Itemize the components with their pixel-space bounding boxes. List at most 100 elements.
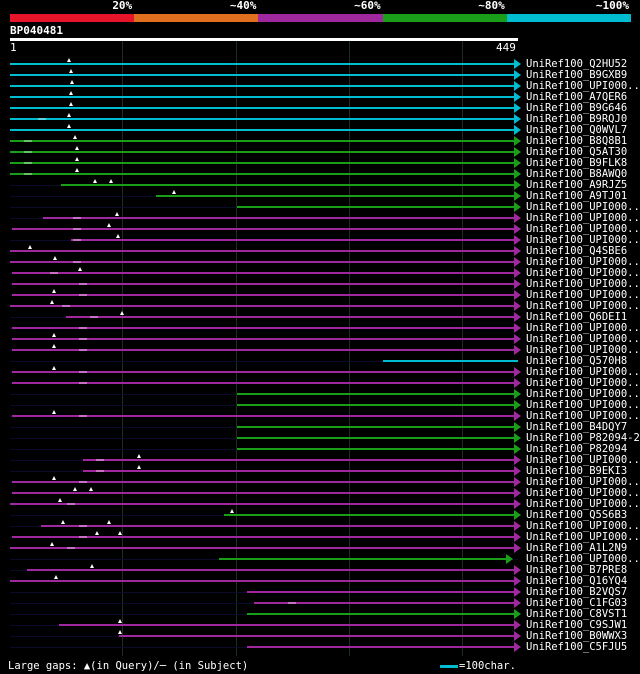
hit-alignment-bar[interactable]	[10, 96, 518, 98]
hit-label-link[interactable]: UniRef100_B7PRE8	[526, 564, 628, 576]
hit-alignment-bar[interactable]	[12, 371, 518, 373]
hit-label-link[interactable]: UniRef100_UPI000..	[526, 476, 640, 488]
hit-alignment-bar[interactable]	[236, 404, 518, 406]
hit-alignment-bar[interactable]	[12, 283, 518, 285]
hit-alignment-bar[interactable]	[236, 426, 518, 428]
hit-label-link[interactable]: UniRef100_Q5AT30	[526, 146, 628, 158]
hit-label-link[interactable]: UniRef100_UPI000..	[526, 399, 640, 411]
hit-alignment-bar[interactable]	[12, 492, 518, 494]
hit-label-link[interactable]: UniRef100_UPI000..	[526, 377, 640, 389]
hit-label-link[interactable]: UniRef100_UPI000..	[526, 520, 640, 532]
hit-label-link[interactable]: UniRef100_UPI000..	[526, 454, 640, 466]
hit-alignment-bar[interactable]	[82, 459, 518, 461]
hit-alignment-bar[interactable]	[10, 85, 518, 87]
hit-alignment-bar[interactable]	[40, 525, 518, 527]
hit-alignment-bar[interactable]	[10, 151, 518, 153]
hit-alignment-bar[interactable]	[156, 195, 518, 197]
hit-label-link[interactable]: UniRef100_B2VQS7	[526, 586, 628, 598]
hit-label-link[interactable]: UniRef100_UPI000..	[526, 234, 640, 246]
hit-alignment-bar[interactable]	[10, 162, 518, 164]
hit-alignment-bar[interactable]	[10, 107, 518, 109]
hit-label-link[interactable]: UniRef100_A9TJ01	[526, 190, 628, 202]
hit-label-link[interactable]: UniRef100_UPI000..	[526, 80, 640, 92]
hit-alignment-bar[interactable]	[12, 536, 518, 538]
hit-label-link[interactable]: UniRef100_UPI000..	[526, 498, 640, 510]
hit-label-link[interactable]: UniRef100_B9FLK8	[526, 157, 628, 169]
hit-alignment-bar[interactable]	[246, 646, 518, 648]
hit-alignment-bar[interactable]	[218, 558, 511, 560]
hit-alignment-bar[interactable]	[10, 547, 518, 549]
hit-alignment-bar[interactable]	[58, 624, 518, 626]
hit-label-link[interactable]: UniRef100_UPI000..	[526, 344, 640, 356]
hit-alignment-bar[interactable]	[246, 613, 518, 615]
hit-alignment-bar[interactable]	[10, 74, 518, 76]
hit-label-link[interactable]: UniRef100_UPI000..	[526, 410, 640, 422]
hit-label-link[interactable]: UniRef100_C9SJW1	[526, 619, 628, 631]
hit-alignment-bar[interactable]	[236, 393, 518, 395]
hit-alignment-bar[interactable]	[12, 294, 518, 296]
hit-alignment-bar[interactable]	[10, 503, 518, 505]
hit-alignment-bar[interactable]	[12, 228, 518, 230]
hit-alignment-bar[interactable]	[10, 63, 518, 65]
hit-alignment-bar[interactable]	[236, 448, 518, 450]
hit-label-link[interactable]: UniRef100_Q5S6B3	[526, 509, 628, 521]
hit-label-link[interactable]: UniRef100_UPI000..	[526, 487, 640, 499]
hit-label-link[interactable]: UniRef100_Q16YQ4	[526, 575, 628, 587]
hit-alignment-bar[interactable]	[12, 338, 518, 340]
hit-alignment-bar[interactable]	[12, 349, 518, 351]
hit-label-link[interactable]: UniRef100_UPI000..	[526, 278, 640, 290]
hit-alignment-bar[interactable]	[10, 140, 518, 142]
hit-label-link[interactable]: UniRef100_B9EKI3	[526, 465, 628, 477]
hit-label-link[interactable]: UniRef100_B0WWX3	[526, 630, 628, 642]
hit-label-link[interactable]: UniRef100_A1L2N9	[526, 542, 628, 554]
hit-label-link[interactable]: UniRef100_UPI000..	[526, 333, 640, 345]
hit-alignment-bar[interactable]	[383, 360, 518, 362]
hit-label-link[interactable]: UniRef100_B8AWQ0	[526, 168, 628, 180]
hit-alignment-bar[interactable]	[12, 272, 518, 274]
hit-label-link[interactable]: UniRef100_Q4SBE6	[526, 245, 628, 257]
hit-label-link[interactable]: UniRef100_UPI000..	[526, 322, 640, 334]
hit-label-link[interactable]: UniRef100_Q2HU52	[526, 58, 628, 70]
hit-label-link[interactable]: UniRef100_UPI000..	[526, 212, 640, 224]
hit-alignment-bar[interactable]	[10, 129, 518, 131]
hit-alignment-bar[interactable]	[10, 580, 518, 582]
hit-label-link[interactable]: UniRef100_UPI000..	[526, 366, 640, 378]
hit-label-link[interactable]: UniRef100_P82094-2	[526, 432, 640, 444]
hit-alignment-bar[interactable]	[27, 569, 518, 571]
hit-label-link[interactable]: UniRef100_UPI000..	[526, 531, 640, 543]
hit-label-link[interactable]: UniRef100_A9RJZ5	[526, 179, 628, 191]
hit-alignment-bar[interactable]	[12, 327, 518, 329]
hit-alignment-bar[interactable]	[236, 206, 518, 208]
hit-label-link[interactable]: UniRef100_Q570H8	[526, 355, 628, 367]
hit-label-link[interactable]: UniRef100_Q6DEI1	[526, 311, 628, 323]
hit-label-link[interactable]: UniRef100_C1FG03	[526, 597, 628, 609]
hit-alignment-bar[interactable]	[253, 602, 518, 604]
hit-alignment-bar[interactable]	[82, 470, 518, 472]
hit-alignment-bar[interactable]	[10, 305, 518, 307]
hit-alignment-bar[interactable]	[224, 514, 518, 516]
hit-label-link[interactable]: UniRef100_C5FJU5	[526, 641, 628, 653]
hit-label-link[interactable]: UniRef100_UPI000..	[526, 289, 640, 301]
hit-alignment-bar[interactable]	[10, 250, 518, 252]
hit-label-link[interactable]: UniRef100_UPI000..	[526, 201, 640, 213]
hit-label-link[interactable]: UniRef100_B4DQY7	[526, 421, 628, 433]
hit-label-link[interactable]: UniRef100_UPI000..	[526, 223, 640, 235]
hit-label-link[interactable]: UniRef100_B8Q8B1	[526, 135, 628, 147]
hit-label-link[interactable]: UniRef100_UPI000..	[526, 300, 640, 312]
hit-label-link[interactable]: UniRef100_UPI000..	[526, 553, 640, 565]
hit-label-link[interactable]: UniRef100_A7QER6	[526, 91, 628, 103]
hit-alignment-bar[interactable]	[71, 239, 518, 241]
hit-alignment-bar[interactable]	[10, 261, 518, 263]
hit-label-link[interactable]: UniRef100_B9GXB9	[526, 69, 628, 81]
hit-alignment-bar[interactable]	[61, 184, 518, 186]
hit-alignment-bar[interactable]	[42, 217, 518, 219]
hit-label-link[interactable]: UniRef100_UPI000..	[526, 388, 640, 400]
hit-alignment-bar[interactable]	[10, 118, 518, 120]
hit-alignment-bar[interactable]	[12, 415, 518, 417]
hit-label-link[interactable]: UniRef100_B9RQJ0	[526, 113, 628, 125]
hit-label-link[interactable]: UniRef100_UPI000..	[526, 267, 640, 279]
hit-alignment-bar[interactable]	[246, 591, 518, 593]
hit-alignment-bar[interactable]	[118, 635, 518, 637]
hit-label-link[interactable]: UniRef100_B9G646	[526, 102, 628, 114]
hit-alignment-bar[interactable]	[12, 382, 518, 384]
